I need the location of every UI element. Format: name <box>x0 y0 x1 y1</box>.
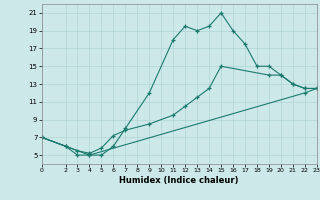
X-axis label: Humidex (Indice chaleur): Humidex (Indice chaleur) <box>119 176 239 185</box>
